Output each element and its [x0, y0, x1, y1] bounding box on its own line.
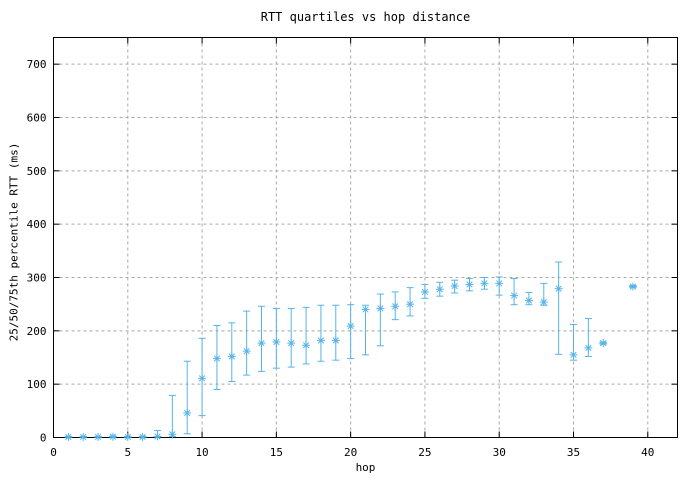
- median-marker-d2: [154, 433, 161, 440]
- y-tick-label-300: 300: [27, 272, 47, 285]
- median-marker-d2: [392, 303, 399, 310]
- median-marker-d2: [436, 286, 443, 293]
- y-tick-label-200: 200: [27, 325, 47, 338]
- data-point-hop-10: [198, 337, 207, 417]
- data-point-hop-33: [539, 282, 548, 307]
- data-point-hop-20: [346, 304, 355, 360]
- data-point-hop-32: [524, 291, 533, 306]
- data-point-hop-8: [168, 394, 177, 439]
- median-marker-d2: [94, 433, 102, 441]
- median-marker-d2: [451, 282, 458, 290]
- chart-title: RTT quartiles vs hop distance: [260, 10, 471, 24]
- median-marker-d2: [540, 298, 547, 306]
- median-marker-d2: [481, 280, 488, 287]
- data-point-hop-6: [138, 432, 147, 441]
- data-point-hop-17: [302, 306, 311, 365]
- x-tick-label-30: 30: [493, 446, 506, 459]
- y-tick-label-400: 400: [27, 218, 47, 231]
- x-tick-label-25: 25: [418, 446, 431, 459]
- x-tick-label-15: 15: [270, 446, 283, 459]
- median-marker-d2: [555, 285, 562, 292]
- data-point-hop-21: [361, 304, 370, 356]
- median-marker-d2: [169, 431, 176, 438]
- data-point-hop-18: [316, 304, 325, 362]
- median-marker-d2: [139, 433, 146, 441]
- data-point-hop-7: [153, 430, 162, 441]
- data-point-hop-1: [64, 432, 73, 441]
- median-marker-d2: [570, 351, 577, 358]
- data-point-hop-30: [495, 276, 504, 296]
- median-marker-d2: [317, 337, 325, 344]
- x-tick-label-20: 20: [344, 446, 357, 459]
- data-point-hop-16: [287, 307, 296, 368]
- data-point-hop-25: [420, 283, 429, 299]
- data-point-hop-9: [183, 360, 192, 435]
- median-marker-d2: [80, 433, 87, 441]
- data-point-hop-3: [94, 432, 103, 441]
- data-point-hop-22: [376, 293, 385, 347]
- data-point-hop-39: [628, 282, 637, 291]
- data-point-hop-26: [435, 281, 444, 297]
- median-marker-d2: [258, 339, 265, 347]
- x-tick-label-35: 35: [567, 446, 580, 459]
- data-point-hop-11: [212, 325, 221, 390]
- x-tick-label-10: 10: [195, 446, 208, 459]
- data-point-hop-37: [599, 339, 608, 348]
- y-tick-label-100: 100: [27, 378, 47, 391]
- data-point-hop-13: [242, 310, 251, 376]
- data-point-hop-29: [480, 277, 489, 290]
- y-tick-label-700: 700: [27, 58, 47, 71]
- median-marker-d2: [421, 288, 429, 296]
- x-tick-label-0: 0: [50, 446, 57, 459]
- data-point-hop-24: [406, 287, 415, 317]
- median-marker-d2: [377, 305, 384, 312]
- median-marker-d2: [629, 283, 637, 290]
- y-tick-label-500: 500: [27, 165, 47, 178]
- median-marker-d2: [228, 353, 235, 360]
- median-marker-d2: [510, 292, 518, 299]
- data-point-hop-31: [510, 278, 519, 306]
- data-point-hop-19: [331, 304, 340, 361]
- median-marker-d2: [243, 347, 250, 355]
- y-tick-label-600: 600: [27, 112, 47, 125]
- median-marker-d2: [525, 297, 533, 304]
- data-point-hop-5: [123, 432, 132, 441]
- median-marker-d2: [585, 344, 592, 352]
- y-tick-label-0: 0: [40, 432, 47, 445]
- median-marker-d2: [213, 355, 221, 362]
- median-marker-d2: [65, 433, 72, 441]
- median-marker-d2: [466, 281, 473, 288]
- median-marker-d2: [198, 375, 206, 382]
- data-point-hop-14: [257, 305, 266, 372]
- median-marker-d2: [332, 337, 339, 344]
- data-point-hop-35: [569, 323, 578, 361]
- data-point-hop-2: [79, 432, 88, 441]
- x-tick-label-5: 5: [124, 446, 131, 459]
- x-axis-label: hop: [355, 461, 376, 474]
- median-marker-d2: [124, 433, 131, 441]
- data-point-hop-15: [272, 307, 281, 369]
- median-marker-d2: [109, 433, 117, 440]
- median-marker-d2: [273, 338, 280, 346]
- median-marker-d2: [302, 342, 310, 349]
- data-point-hop-34: [554, 261, 563, 355]
- median-marker-d2: [406, 301, 414, 308]
- data-point-hop-23: [391, 291, 400, 321]
- median-marker-d2: [184, 409, 191, 417]
- x-tick-label-40: 40: [641, 446, 654, 459]
- median-marker-d2: [600, 339, 607, 347]
- data-point-hop-36: [584, 318, 593, 357]
- median-marker-d2: [347, 322, 354, 330]
- median-marker-d2: [496, 280, 503, 287]
- median-marker-d2: [288, 339, 295, 347]
- data-point-hop-12: [227, 322, 236, 382]
- data-point-hop-27: [450, 279, 459, 294]
- median-marker-d2: [362, 306, 369, 313]
- data-point-hop-4: [108, 432, 117, 441]
- plot-border: [53, 37, 678, 438]
- data-point-hop-28: [465, 278, 474, 292]
